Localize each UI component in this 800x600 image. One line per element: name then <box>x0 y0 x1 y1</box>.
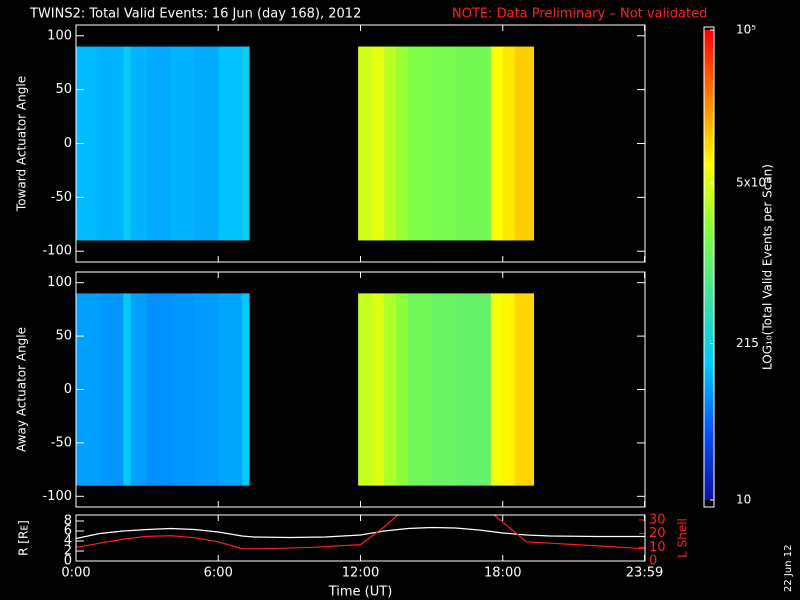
y-tick-label: 100 <box>47 275 72 290</box>
heatmap-cell <box>502 293 516 486</box>
heatmap-cell <box>194 293 219 486</box>
heatmap-cell <box>455 46 480 241</box>
y-tick-label: -100 <box>42 244 72 259</box>
heatmap-cell <box>147 46 172 241</box>
x-label: Time (UT) <box>328 585 393 600</box>
y-label: Toward Actuator Angle <box>15 76 29 212</box>
colorbar-tick-label: 5x10³ <box>736 175 771 189</box>
colorbar-tick-label: 10⁵ <box>736 23 756 37</box>
y-label: R [Rᴇ] <box>17 520 31 556</box>
y-tick-label: 0 <box>64 554 72 569</box>
plot-area <box>76 515 645 550</box>
heatmap-cell <box>358 293 373 486</box>
colorbar-tick-label: 215 <box>736 336 759 350</box>
y2-tick-label: 10 <box>649 540 666 555</box>
heatmap-cell <box>431 293 456 486</box>
heatmap-cell <box>502 46 516 241</box>
line <box>76 515 645 550</box>
note: NOTE: Data Preliminary – Not validated <box>452 7 707 22</box>
heatmap-cell <box>241 46 250 241</box>
y-tick-label: 50 <box>55 82 72 97</box>
heatmap-cell <box>407 46 433 241</box>
heatmap-cell <box>123 293 132 486</box>
y2-label: L Shell <box>676 518 690 558</box>
y-tick-label: 6 <box>64 524 72 539</box>
plot-frame <box>75 514 646 562</box>
y-tick-label: 2 <box>64 544 72 559</box>
y-tick-label: -50 <box>51 435 72 450</box>
heatmap-cell <box>241 293 250 486</box>
x-tick-label: 23:59 <box>626 566 663 581</box>
y-tick-label: 50 <box>55 329 72 344</box>
heatmap-cell <box>130 293 148 486</box>
heatmap-cell <box>514 46 535 241</box>
heatmap-cell <box>396 46 409 241</box>
heatmap-cell <box>170 293 196 486</box>
heatmap-cell <box>384 293 397 486</box>
chart-title: TWINS2: Total Valid Events: 16 Jun (day … <box>29 7 361 22</box>
heatmap-cell <box>99 46 124 241</box>
plot-area <box>76 293 535 486</box>
colorbar-tick-label: 10 <box>736 493 751 507</box>
heatmap-cell <box>372 293 385 486</box>
heatmap-cell <box>358 46 373 241</box>
y-tick-label: -50 <box>51 190 72 205</box>
colorbar-fill <box>704 30 714 500</box>
heatmap-cell <box>218 46 243 241</box>
heatmap-cell <box>130 46 148 241</box>
x-tick-label: 0:00 <box>61 566 90 581</box>
x-tick-label: 12:00 <box>342 566 379 581</box>
plot-area <box>76 46 535 241</box>
line <box>76 526 645 540</box>
y2-tick-label: 20 <box>649 526 666 541</box>
y-tick-label: 100 <box>47 28 72 43</box>
date-stamp: 22 Jun 12 <box>783 545 794 592</box>
y-tick-label: -100 <box>42 489 72 504</box>
heatmap-cell <box>372 46 385 241</box>
heatmap-cell <box>431 46 456 241</box>
y2-tick-label: 0 <box>649 554 657 569</box>
colorbar-frame <box>703 26 715 508</box>
heatmap-cell <box>194 46 219 241</box>
heatmap-cell <box>99 293 124 486</box>
heatmap-cell <box>479 46 492 241</box>
heatmap-cell <box>170 46 196 241</box>
y2-tick-label: 30 <box>649 512 666 527</box>
x-tick-label: 18:00 <box>484 566 521 581</box>
heatmap-cell <box>490 46 504 241</box>
heatmap-cell <box>384 46 397 241</box>
y-tick-label: 8 <box>64 514 72 529</box>
y-tick-label: 4 <box>64 534 72 549</box>
heatmap-cell <box>396 293 409 486</box>
y-tick-label: 0 <box>64 136 72 151</box>
heatmap-cell <box>479 293 492 486</box>
heatmap-cell <box>218 293 243 486</box>
heatmap-cell <box>123 46 132 241</box>
heatmap-cell <box>147 293 172 486</box>
colorbar-label: LOG₁₀(Total Valid Events per Scan) <box>761 164 775 370</box>
y-label: Away Actuator Angle <box>15 327 29 452</box>
heatmap-cell <box>455 293 480 486</box>
heatmap-cell <box>407 293 433 486</box>
x-tick-label: 6:00 <box>204 566 233 581</box>
y-tick-label: 0 <box>64 382 72 397</box>
heatmap-cell <box>514 293 535 486</box>
heatmap-cell <box>490 293 504 486</box>
